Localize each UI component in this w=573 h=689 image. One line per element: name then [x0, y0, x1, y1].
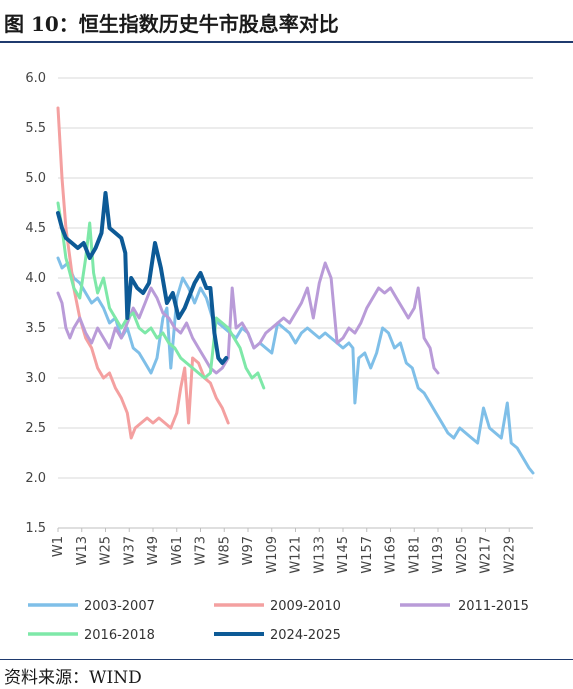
- series-line-2024-2025: [56, 191, 229, 365]
- line-chart: 1.5 2.0 2.5 3.0 3.5 4.0 4.5 5.0 5.5 6.0 W1 W13 W25 W3…: [25, 71, 535, 643]
- x-tick-label: W1: [51, 536, 66, 557]
- y-tick-label: 2.5: [25, 421, 46, 436]
- x-tick-label: W61: [170, 536, 185, 565]
- x-tick-label: W85: [217, 536, 232, 565]
- x-tick-label: W145: [336, 536, 351, 574]
- x-tick-label: W217: [479, 536, 494, 574]
- y-tick-label: 5.0: [25, 171, 46, 186]
- y-tick-label: 3.5: [25, 321, 46, 336]
- x-tick-label: W49: [146, 536, 161, 565]
- x-tick-label: W205: [455, 536, 470, 574]
- title-bar: 图 10：恒生指数历史牛市股息率对比: [0, 0, 573, 40]
- x-tick-label: W73: [194, 536, 209, 565]
- legend-label: 2009-2010: [270, 599, 341, 614]
- source-note: 资料来源：WIND: [4, 668, 142, 688]
- x-tick-label: W157: [360, 536, 375, 574]
- chart-title: 图 10：恒生指数历史牛市股息率对比: [4, 12, 339, 36]
- legend-label: 2016-2018: [84, 628, 155, 643]
- y-tick-label: 1.5: [25, 521, 46, 536]
- y-tick-label: 4.0: [25, 271, 46, 286]
- x-tick-label: W229: [502, 536, 517, 574]
- y-tick-label: 6.0: [25, 71, 46, 86]
- x-tick-label: W37: [122, 536, 137, 565]
- legend-label: 2011-2015: [458, 599, 529, 614]
- x-tick-label: W109: [265, 536, 280, 574]
- x-tick-label: W181: [407, 536, 422, 574]
- series-line-2003-2007: [56, 256, 535, 475]
- source-rule: [0, 659, 573, 660]
- x-tick-label: W169: [384, 536, 399, 574]
- series-line-2011-2015: [56, 261, 440, 375]
- x-tick-label: W121: [289, 536, 304, 574]
- title-rule: [0, 41, 573, 43]
- series-lines: [56, 106, 535, 475]
- y-tick-label: 3.0: [25, 371, 46, 386]
- axes: 1.5 2.0 2.5 3.0 3.5 4.0 4.5 5.0 5.5 6.0 W1 W13 W25 W3…: [25, 71, 533, 574]
- legend: 2003-2007 2009-2010 2011-2015 2016-2018 2024…: [28, 599, 529, 643]
- y-tick-label: 4.5: [25, 221, 46, 236]
- x-tick-label: W97: [241, 536, 256, 565]
- legend-label: 2003-2007: [84, 599, 155, 614]
- x-tick-label: W193: [431, 536, 446, 574]
- legend-label: 2024-2025: [270, 628, 341, 643]
- x-tick-label: W133: [312, 536, 327, 574]
- y-tick-label: 5.5: [25, 121, 46, 136]
- x-tick-label: W13: [75, 536, 90, 565]
- x-tick-label: W25: [99, 536, 114, 565]
- y-tick-label: 2.0: [25, 471, 46, 486]
